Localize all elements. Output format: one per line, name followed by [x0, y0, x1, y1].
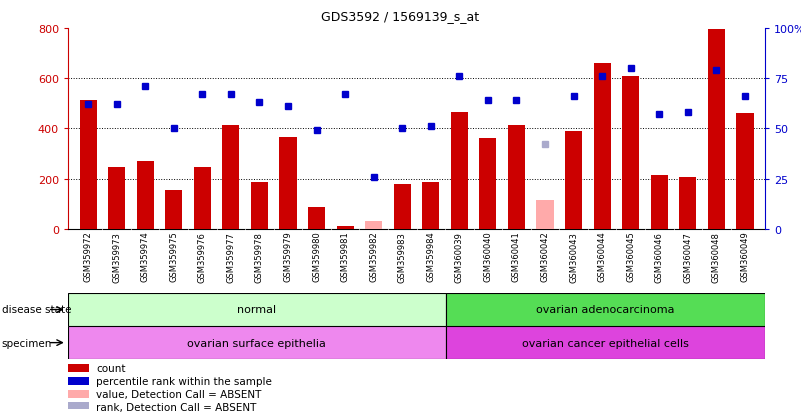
Bar [451, 113, 468, 229]
Text: normal: normal [237, 305, 276, 315]
Text: percentile rank within the sample: percentile rank within the sample [96, 376, 272, 386]
Text: count: count [96, 363, 126, 373]
Text: ovarian adenocarcinoma: ovarian adenocarcinoma [536, 305, 674, 315]
Text: GSM359983: GSM359983 [398, 231, 407, 282]
Bar [68, 364, 89, 373]
Bar [650, 176, 668, 229]
Bar [68, 390, 89, 398]
Bar [365, 222, 382, 229]
Text: GSM360042: GSM360042 [541, 231, 549, 282]
Text: GSM360045: GSM360045 [626, 231, 635, 282]
Text: GSM360049: GSM360049 [740, 231, 750, 282]
Bar [508, 125, 525, 229]
Text: GSM359984: GSM359984 [426, 231, 435, 282]
Bar [280, 138, 296, 229]
Text: GDS3592 / 1569139_s_at: GDS3592 / 1569139_s_at [321, 10, 480, 23]
Text: GSM360047: GSM360047 [683, 231, 692, 282]
Text: GSM360046: GSM360046 [654, 231, 664, 282]
Text: GSM359975: GSM359975 [169, 231, 179, 282]
Bar [308, 208, 325, 229]
Bar [68, 326, 445, 359]
Bar [108, 168, 125, 229]
Bar [479, 139, 497, 229]
Bar [336, 227, 354, 229]
Bar [393, 184, 411, 229]
Bar [68, 403, 89, 411]
Text: GSM359976: GSM359976 [198, 231, 207, 282]
Text: GSM359980: GSM359980 [312, 231, 321, 282]
Bar [165, 190, 183, 229]
Bar [137, 161, 154, 229]
Text: GSM360048: GSM360048 [712, 231, 721, 282]
Bar [594, 64, 610, 229]
Bar [537, 200, 553, 229]
Bar [251, 183, 268, 229]
Text: GSM360044: GSM360044 [598, 231, 606, 282]
Text: GSM359974: GSM359974 [141, 231, 150, 282]
Text: GSM359979: GSM359979 [284, 231, 292, 282]
Bar [736, 114, 754, 229]
Bar [708, 30, 725, 229]
Text: disease state: disease state [2, 305, 71, 315]
Bar [68, 293, 445, 326]
Bar [79, 100, 97, 229]
Bar [679, 178, 696, 229]
Text: GSM360041: GSM360041 [512, 231, 521, 282]
Text: ovarian surface epithelia: ovarian surface epithelia [187, 338, 326, 348]
Bar [622, 76, 639, 229]
Text: GSM360043: GSM360043 [569, 231, 578, 282]
Text: GSM359981: GSM359981 [340, 231, 349, 282]
Bar [223, 125, 239, 229]
Text: value, Detection Call = ABSENT: value, Detection Call = ABSENT [96, 389, 261, 399]
Text: GSM360040: GSM360040 [484, 231, 493, 282]
Text: GSM359972: GSM359972 [83, 231, 93, 282]
Text: GSM359982: GSM359982 [369, 231, 378, 282]
Bar [565, 132, 582, 229]
Text: GSM359973: GSM359973 [112, 231, 121, 282]
Bar [445, 326, 765, 359]
Text: rank, Detection Call = ABSENT: rank, Detection Call = ABSENT [96, 401, 256, 412]
Text: ovarian cancer epithelial cells: ovarian cancer epithelial cells [521, 338, 689, 348]
Text: specimen: specimen [2, 338, 52, 348]
Bar [422, 183, 440, 229]
Bar [194, 167, 211, 229]
Bar [445, 293, 765, 326]
Text: GSM359977: GSM359977 [227, 231, 235, 282]
Text: GSM359978: GSM359978 [255, 231, 264, 282]
Bar [68, 377, 89, 385]
Text: GSM360039: GSM360039 [455, 231, 464, 282]
